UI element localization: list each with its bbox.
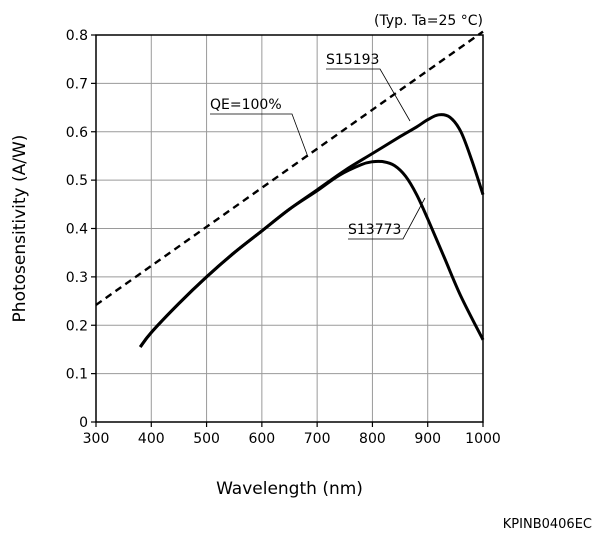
annotation-qe-100: QE=100%: [210, 97, 282, 113]
y-tick-label: 0.8: [66, 28, 88, 44]
x-tick-label: 300: [83, 431, 110, 447]
y-tick-label: 0.2: [66, 318, 88, 334]
annotations: QE=100% S15193 S13773: [210, 52, 426, 240]
y-tick-label: 0.6: [66, 125, 88, 141]
series-line-s13773: [139, 159, 485, 348]
y-tick-label: 0: [79, 415, 88, 431]
annotation-leader-s15193: [326, 68, 411, 122]
grid-lines: [95, 34, 484, 423]
axis-ticks: [91, 34, 484, 427]
y-tick-label: 0.7: [66, 76, 88, 92]
figure-code: KPINB0406EC: [502, 517, 592, 532]
x-axis-title: Wavelength (nm): [216, 479, 363, 499]
annotation-s13773: S13773: [348, 222, 401, 238]
annotation-leader-qe-100: [210, 113, 309, 158]
annotation-leader-s13773: [348, 197, 426, 240]
y-tick-label: 0.4: [66, 222, 88, 238]
annotation-s15193: S15193: [326, 52, 379, 68]
series-line-qe-100: [95, 30, 484, 306]
series-layer: [95, 30, 485, 348]
x-tick-label: 800: [359, 431, 386, 447]
y-tick-label: 0.3: [66, 270, 88, 286]
x-tick-label: 900: [414, 431, 441, 447]
y-tick-label: 0.5: [66, 173, 88, 189]
x-tick-label: 500: [193, 431, 220, 447]
y-tick-label: 0.1: [66, 367, 88, 383]
x-tick-label: 1000: [465, 431, 501, 447]
x-tick-label: 600: [248, 431, 275, 447]
tick-labels: 300 400 500 600 700 800 900 1000 0 0.1 0.2 0.3 0.4 0.…: [66, 28, 501, 447]
y-axis-title: Photosensitivity (A/W): [10, 135, 30, 323]
x-tick-label: 400: [138, 431, 165, 447]
condition-note: (Typ. Ta=25 °C): [374, 13, 483, 29]
x-tick-label: 700: [304, 431, 331, 447]
